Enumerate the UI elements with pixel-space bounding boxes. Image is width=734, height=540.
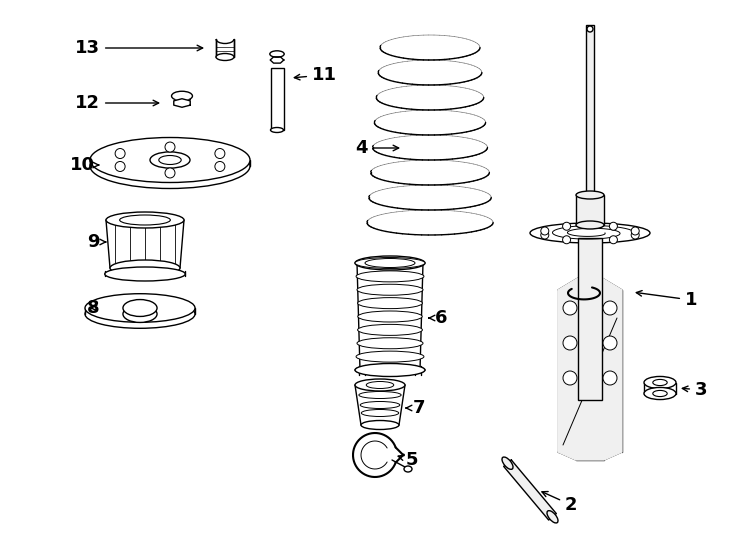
Ellipse shape [90,138,250,183]
Ellipse shape [366,381,393,388]
Ellipse shape [530,223,650,243]
Bar [578,238,602,400]
Ellipse shape [271,127,283,132]
Ellipse shape [357,338,423,349]
Text: 4: 4 [355,139,399,157]
Circle shape [215,148,225,159]
Circle shape [562,222,570,230]
Ellipse shape [123,300,157,316]
Text: 5: 5 [398,451,418,469]
Ellipse shape [90,144,250,188]
Circle shape [165,142,175,152]
Text: 10: 10 [70,156,98,174]
Text: 13: 13 [75,39,203,57]
Circle shape [541,231,549,239]
Ellipse shape [361,409,399,416]
Ellipse shape [216,53,234,60]
Text: 8: 8 [87,299,100,317]
Circle shape [609,222,617,230]
Text: 3: 3 [683,381,708,399]
Text: 2: 2 [542,491,578,514]
Ellipse shape [357,325,422,335]
Ellipse shape [110,260,180,276]
Ellipse shape [105,267,185,281]
Ellipse shape [360,402,400,408]
Ellipse shape [356,351,424,362]
Ellipse shape [357,311,422,322]
Ellipse shape [644,388,676,400]
Ellipse shape [270,51,284,57]
Ellipse shape [653,380,667,386]
Circle shape [603,301,617,315]
Ellipse shape [653,390,667,396]
Circle shape [603,371,617,385]
Ellipse shape [644,376,676,389]
Ellipse shape [356,271,424,282]
Circle shape [165,168,175,178]
Circle shape [562,236,570,244]
Circle shape [115,161,125,172]
Bar [576,195,604,225]
Text: 7: 7 [406,399,425,417]
Circle shape [563,336,577,350]
Ellipse shape [123,306,157,322]
Ellipse shape [106,212,184,228]
Ellipse shape [576,221,604,229]
Circle shape [563,371,577,385]
Ellipse shape [576,191,604,199]
Ellipse shape [85,300,195,328]
Text: 1: 1 [636,291,697,309]
Ellipse shape [355,379,405,391]
Text: 9: 9 [87,233,106,251]
Ellipse shape [355,258,425,268]
Ellipse shape [120,215,170,225]
Ellipse shape [359,392,401,399]
Bar [586,25,594,195]
Ellipse shape [150,152,190,168]
Circle shape [563,301,577,315]
Ellipse shape [85,294,195,322]
Text: 6: 6 [429,309,447,327]
Polygon shape [558,278,622,460]
Ellipse shape [355,364,425,375]
Ellipse shape [355,256,425,270]
Polygon shape [504,460,556,520]
Text: 12: 12 [75,94,159,112]
Circle shape [631,227,639,235]
Ellipse shape [361,421,399,429]
Bar [271,68,283,130]
Circle shape [115,148,125,159]
Ellipse shape [172,91,192,101]
Ellipse shape [159,156,181,165]
Circle shape [215,161,225,172]
Text: 11: 11 [294,66,337,84]
Ellipse shape [365,259,415,267]
Circle shape [609,236,617,244]
Circle shape [541,227,549,235]
Ellipse shape [587,26,593,32]
Ellipse shape [404,466,412,472]
Circle shape [603,336,617,350]
Polygon shape [270,57,284,63]
Circle shape [631,231,639,239]
Ellipse shape [502,457,513,469]
Ellipse shape [547,511,558,523]
Polygon shape [174,99,190,107]
Ellipse shape [355,363,425,376]
Ellipse shape [357,284,423,295]
Ellipse shape [357,298,422,309]
